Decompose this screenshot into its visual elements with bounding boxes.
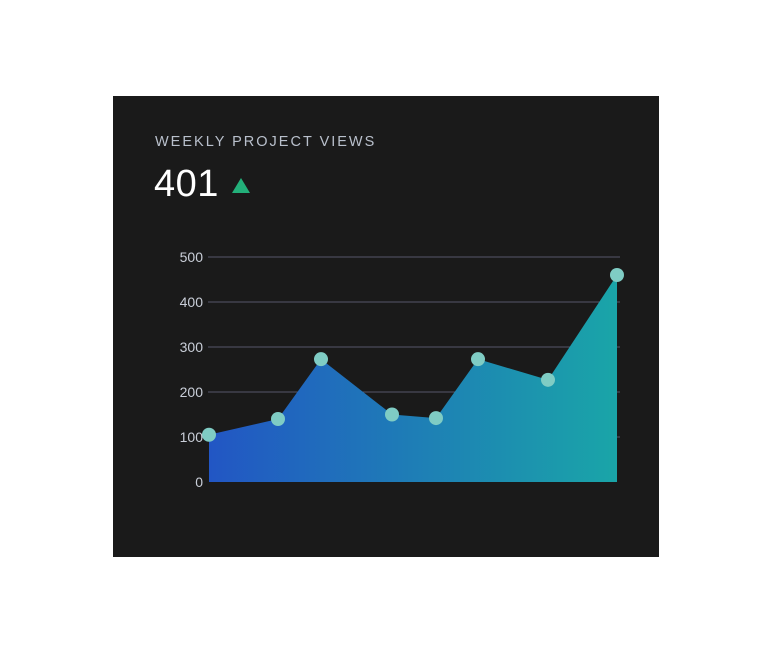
- y-axis-tick-label: 300: [179, 339, 203, 355]
- y-axis-tick-label: 500: [179, 249, 203, 265]
- data-point-marker[interactable]: [471, 352, 485, 367]
- y-axis-tick-label: 0: [195, 474, 203, 490]
- data-point-marker[interactable]: [610, 268, 624, 282]
- y-axis-tick-label: 200: [179, 384, 203, 400]
- card-title: WEEKLY PROJECT VIEWS: [155, 134, 377, 150]
- data-point-marker[interactable]: [385, 407, 399, 422]
- data-point-marker[interactable]: [541, 372, 555, 387]
- data-point-markers: [202, 268, 624, 442]
- metric-value-row: 401: [154, 160, 250, 208]
- y-axis-tick-label: 400: [179, 294, 203, 310]
- data-point-marker[interactable]: [202, 427, 216, 442]
- area-chart: 500 400 300 200 100 0: [113, 96, 659, 557]
- triangle-up-icon: [231, 178, 250, 193]
- data-point-marker[interactable]: [271, 412, 285, 426]
- area-fill: [209, 275, 617, 482]
- metric-value: 401: [154, 163, 219, 205]
- data-point-marker[interactable]: [314, 352, 328, 367]
- y-axis-tick-label: 100: [179, 429, 203, 445]
- metric-card: WEEKLY PROJECT VIEWS 401 500 400 300 200 100…: [113, 96, 659, 557]
- chart-canvas: [202, 256, 624, 482]
- data-point-marker[interactable]: [429, 411, 443, 426]
- y-axis-tick-labels: 500 400 300 200 100 0: [157, 96, 203, 557]
